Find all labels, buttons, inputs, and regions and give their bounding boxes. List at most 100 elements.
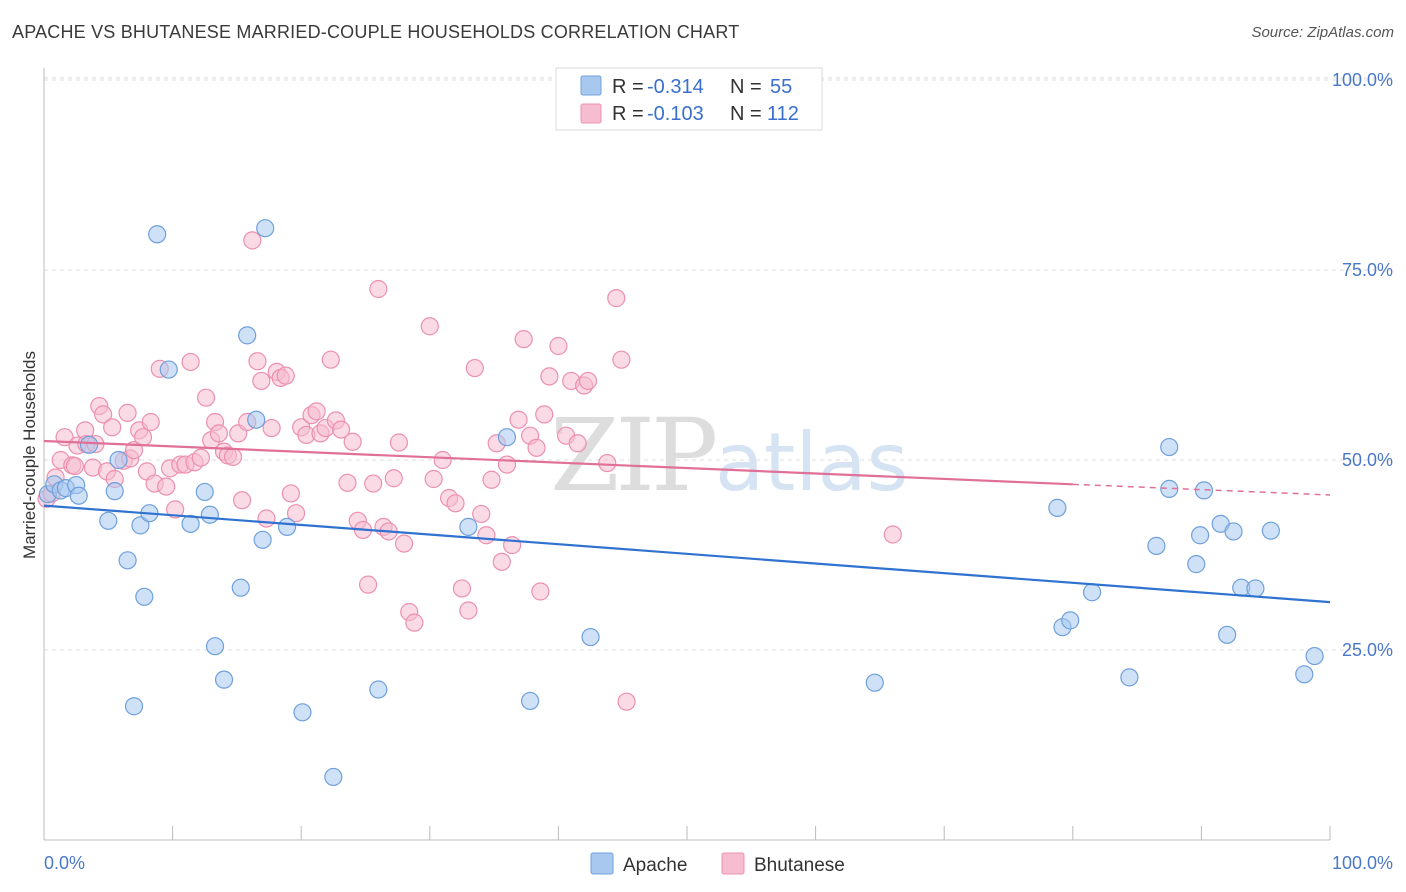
bhutanese-point-46 [248,352,267,371]
apache-point-25 [256,219,275,238]
bhutanese-point-48 [257,509,276,528]
bottom-legend-apache: Apache [623,855,687,876]
bhutanese-point-24 [141,412,160,432]
bhutanese-point-98 [535,405,554,424]
legend-bhutanese-r-value: -0.103 [647,103,704,125]
chart-title: APACHE VS BHUTANESE MARRIED-COUPLE HOUSE… [12,22,740,42]
bhutanese-trend-line-extrapolated [1072,483,1331,496]
bhutanese-point-107 [607,289,626,308]
apache-point-34 [581,627,600,647]
apache-point-30 [369,680,388,699]
bhutanese-point-94 [514,330,533,349]
apache-point-46 [1194,481,1214,500]
apache-point-40 [1120,668,1139,687]
y-axis-label: Married-couple Households [20,351,39,559]
bhutanese-point-86 [472,504,491,524]
bottom-legend-swatch-bhutanese [721,852,745,875]
bhutanese-point-49 [262,418,281,438]
y-tick-label-25: 25.0% [1342,640,1393,660]
bhutanese-point-90 [492,552,511,571]
apache-point-6 [79,435,99,454]
apache-point-27 [277,517,297,536]
bhutanese-point-63 [331,420,351,439]
bhutanese-point-41 [223,447,243,467]
apache-point-39 [1082,583,1102,602]
apache-point-54 [1305,646,1324,666]
bhutanese-point-99 [540,367,559,386]
y-tick-labels: 25.0% 50.0% 75.0% 100.0% [1332,70,1393,660]
bhutanese-point-45 [243,231,262,250]
legend-apache-n-value: 55 [770,76,792,98]
bhutanese-point-92 [503,536,522,555]
bottom-legend-bhutanese: Bhutanese [754,855,845,876]
bhutanese-point-29 [166,500,185,519]
apache-point-12 [131,516,150,535]
apache-point-36 [1048,498,1067,517]
bhutanese-point-80 [433,450,452,470]
bhutanese-point-74 [389,433,409,452]
x-tick-label-min: 0.0% [44,853,85,873]
bhutanese-point-79 [424,469,443,489]
apache-point-18 [195,482,214,502]
bhutanese-point-106 [598,453,617,473]
bhutanese-point-15 [103,418,122,437]
apache-point-13 [135,587,154,606]
watermark-atlas: atlas [715,416,908,509]
bhutanese-point-91 [497,455,517,474]
bhutanese-point-100 [549,336,568,356]
apache-points [38,219,1324,787]
y-tick-label-100: 100.0% [1332,70,1393,90]
apache-point-49 [1224,522,1243,541]
apache-point-48 [1218,625,1237,644]
apache-point-35 [865,673,884,692]
y-tick-label-75: 75.0% [1342,260,1393,280]
apache-point-21 [214,670,234,689]
bhutanese-point-32 [181,352,200,372]
bhutanese-points [37,231,902,711]
series-legend: Apache Bhutanese [590,852,845,876]
legend-apache-n-label: N = [730,76,762,98]
bhutanese-point-87 [477,526,496,545]
source-credit: Source: ZipAtlas.com [1251,24,1394,41]
bhutanese-point-68 [358,575,378,594]
bhutanese-point-103 [568,434,587,453]
bhutanese-point-58 [307,402,326,421]
bhutanese-point-54 [286,504,306,523]
apache-trend-line [43,504,1331,604]
apache-point-20 [205,637,225,656]
apache-point-29 [324,767,343,787]
stats-legend: R = -0.314 N = 55 R = -0.103 N = 112 [555,67,823,131]
bhutanese-point-97 [531,582,550,601]
apache-point-24 [247,410,266,429]
bhutanese-point-64 [338,473,357,492]
bhutanese-point-69 [364,474,383,493]
bhutanese-point-96 [527,438,546,457]
apache-point-31 [459,517,478,536]
watermark: ZIP atlas [550,397,908,514]
apache-point-32 [497,428,517,447]
bhutanese-point-47 [252,371,271,391]
bhutanese-point-53 [281,484,301,503]
bhutanese-point-84 [459,601,478,620]
apache-point-45 [1191,526,1210,545]
legend-bhutanese-n-label: N = [730,103,762,125]
watermark-zip: ZIP [550,397,715,514]
apache-point-7 [99,511,118,530]
apache-point-16 [159,360,178,379]
apache-point-28 [293,703,312,722]
bhutanese-point-43 [232,491,252,510]
legend-swatch-bhutanese [580,103,602,124]
bhutanese-point-65 [343,432,362,451]
bhutanese-point-52 [276,366,295,385]
bhutanese-point-13 [94,405,113,424]
bhutanese-point-34 [191,448,210,467]
bhutanese-point-85 [465,358,484,378]
y-tick-label-50: 50.0% [1342,450,1393,470]
x-ticks [43,826,1331,840]
bottom-legend-swatch-apache [590,852,614,875]
apache-point-11 [124,697,144,716]
bhutanese-point-73 [384,469,403,488]
apache-point-8 [105,482,124,501]
legend-bhutanese-r-label: R = [612,103,644,125]
